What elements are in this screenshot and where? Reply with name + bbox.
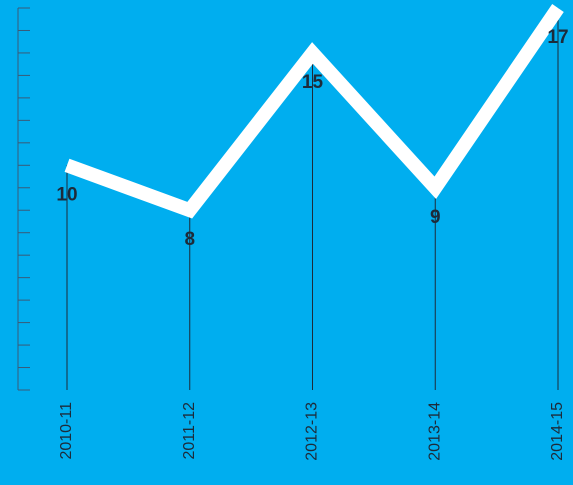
x-tick-label: 2014-15 (549, 402, 566, 461)
x-tick-label: 2012-13 (304, 402, 321, 461)
line (64, 4, 564, 219)
data-label: 17 (547, 27, 568, 48)
x-tick-label: 2010-11 (58, 402, 75, 460)
data-label: 8 (184, 229, 195, 250)
data-label: 10 (56, 184, 77, 205)
data-label: 15 (302, 72, 324, 93)
data-label: 9 (430, 207, 441, 228)
x-tick-label: 2011-12 (181, 402, 198, 460)
x-tick-label: 2013-14 (426, 402, 443, 461)
